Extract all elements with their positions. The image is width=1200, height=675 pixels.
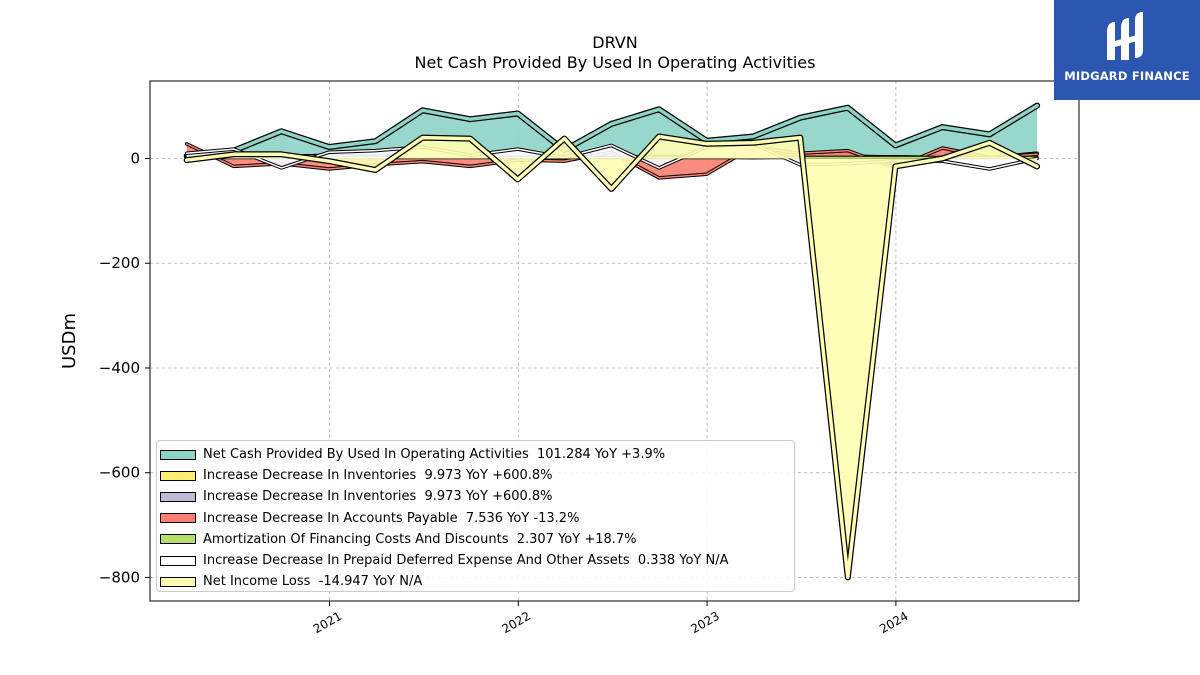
- x-tick-label: 2024: [877, 609, 910, 636]
- legend-item: Increase Decrease In Prepaid Deferred Ex…: [157, 550, 794, 571]
- y-tick-label: −400: [99, 359, 140, 377]
- series-area-6: [186, 136, 1038, 578]
- series-area-0: [186, 105, 1038, 159]
- legend: Net Cash Provided By Used In Operating A…: [156, 440, 795, 592]
- legend-swatch: [160, 534, 196, 545]
- legend-item: Increase Decrease In Accounts Payable 7.…: [157, 508, 794, 529]
- legend-label: Increase Decrease In Inventories 9.973 Y…: [203, 468, 553, 484]
- legend-label: Net Cash Provided By Used In Operating A…: [203, 447, 666, 463]
- y-tick-label: 0: [130, 150, 140, 168]
- legend-label: Net Income Loss -14.947 YoY N/A: [203, 574, 423, 590]
- midgard-finance-logo: MIDGARD FINANCE: [1054, 0, 1200, 100]
- legend-swatch: [160, 491, 196, 502]
- legend-swatch: [160, 555, 196, 566]
- y-tick-label: −600: [99, 464, 140, 482]
- y-tick-label: −200: [99, 254, 140, 272]
- legend-swatch: [160, 449, 196, 460]
- legend-label: Increase Decrease In Accounts Payable 7.…: [203, 510, 580, 526]
- chart-title: DRVN: [592, 33, 637, 52]
- y-axis-label: USDm: [59, 313, 80, 369]
- legend-label: Increase Decrease In Prepaid Deferred Ex…: [203, 553, 729, 569]
- legend-swatch: [160, 470, 196, 481]
- legend-label: Amortization Of Financing Costs And Disc…: [203, 531, 637, 547]
- logo-text: MIDGARD FINANCE: [1064, 69, 1190, 83]
- y-tick-label: −800: [99, 568, 140, 586]
- chart-subtitle: Net Cash Provided By Used In Operating A…: [415, 53, 816, 72]
- x-tick-label: 2023: [688, 609, 721, 636]
- plot-frame: [149, 80, 1080, 602]
- legend-item: Net Income Loss -14.947 YoY N/A: [157, 571, 794, 592]
- legend-swatch: [160, 513, 196, 524]
- x-tick-label: 2021: [311, 609, 344, 636]
- legend-item: Amortization Of Financing Costs And Disc…: [157, 529, 794, 550]
- series-line-0: [184, 103, 1039, 158]
- legend-item: Increase Decrease In Inventories 9.973 Y…: [157, 486, 794, 507]
- series-line-6: [184, 134, 1039, 580]
- legend-label: Increase Decrease In Inventories 9.973 Y…: [203, 489, 553, 505]
- legend-item: Net Cash Provided By Used In Operating A…: [157, 444, 794, 465]
- series-layer: [183, 102, 1041, 581]
- legend-item: Increase Decrease In Inventories 9.973 Y…: [157, 465, 794, 486]
- x-tick-label: 2022: [500, 609, 533, 636]
- midgard-logo-icon: [1107, 12, 1143, 60]
- legend-swatch: [160, 576, 196, 587]
